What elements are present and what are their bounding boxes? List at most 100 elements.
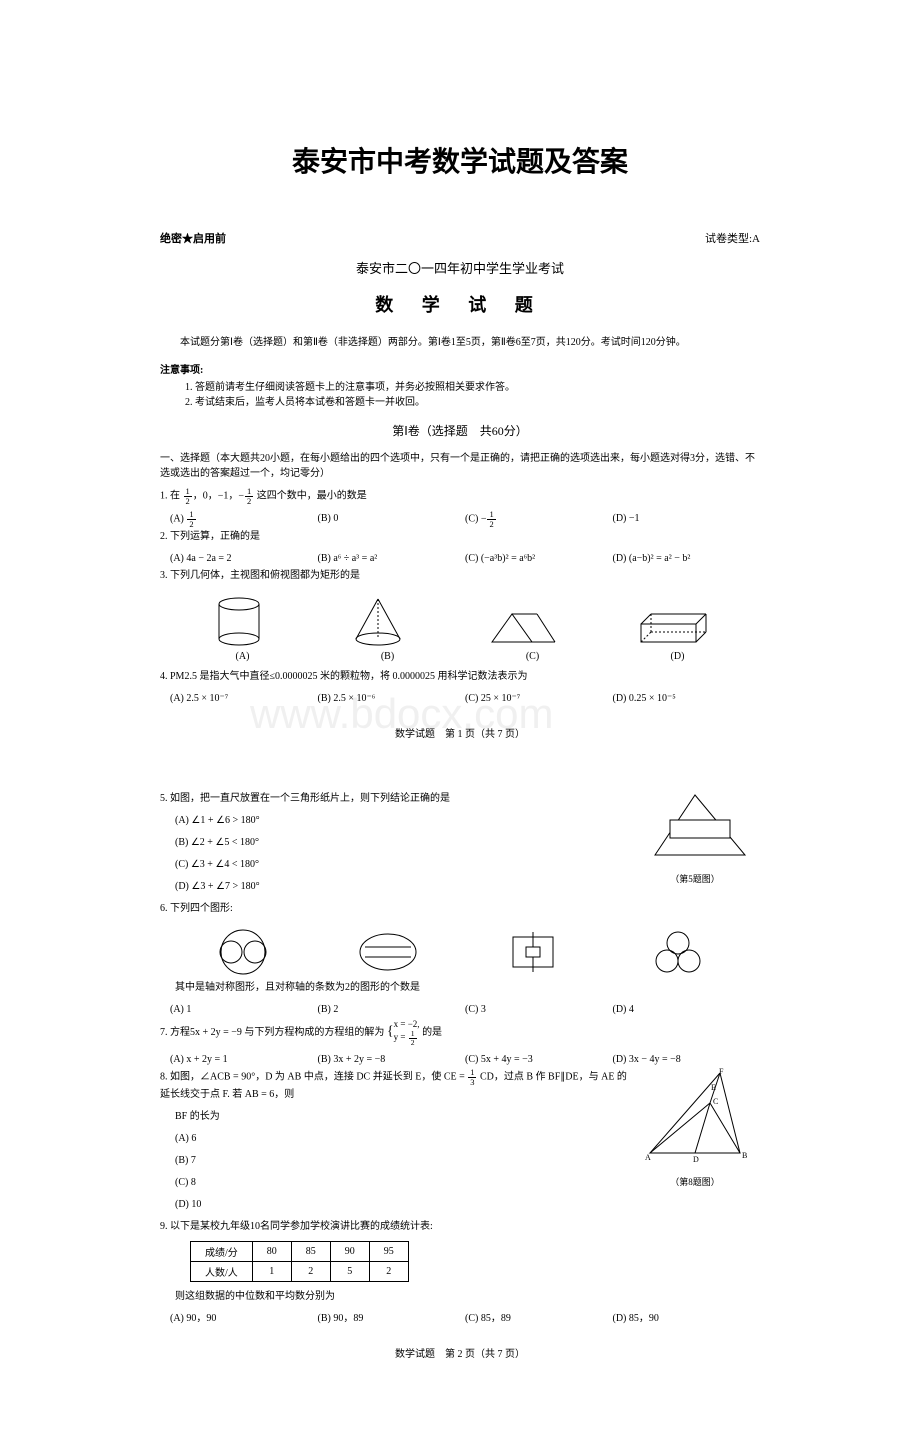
q3-label-a: (A) bbox=[170, 651, 315, 662]
section-1-title: 第Ⅰ卷（选择题 共60分） bbox=[160, 422, 760, 439]
cell: 1 bbox=[252, 1262, 291, 1282]
q8-c: (C) 8 bbox=[160, 1174, 630, 1191]
cell: 85 bbox=[291, 1242, 330, 1262]
q1-c: (C) −12 bbox=[465, 510, 613, 528]
q2: 2. 下列运算，正确的是 bbox=[160, 528, 760, 545]
cell: 80 bbox=[252, 1242, 291, 1262]
q1-b: (B) 0 bbox=[318, 510, 466, 528]
q7-prefix: 7. 方程5x + 2y = −9 与下列方程构成的方程组的解为 bbox=[160, 1027, 384, 1038]
q6: 6. 下列四个图形: bbox=[160, 900, 760, 917]
q1: 1. 在 12，0，−1，−12 这四个数中，最小的数是 bbox=[160, 487, 760, 505]
q7-suffix: 的是 bbox=[422, 1027, 442, 1038]
q9-table: 成绩/分 80 85 90 95 人数/人 1 2 5 2 bbox=[190, 1241, 409, 1282]
q8-a: (A) 6 bbox=[160, 1130, 630, 1147]
page-container: 泰安市中考数学试题及答案 绝密★启用前 试卷类型:A 泰安市二〇一四年初中学生学… bbox=[0, 0, 920, 1450]
q6-text2: 其中是轴对称图形，且对称轴的条数为2的图形的个数是 bbox=[160, 979, 760, 996]
q5-container: 5. 如图，把一直尺放置在一个三角形纸片上，则下列结论正确的是 (A) ∠1 +… bbox=[160, 790, 760, 900]
mc-header: 一、选择题（本大题共20小题，在每小题给出的四个选项中，只有一个是正确的，请把正… bbox=[160, 451, 760, 481]
q6-shape-3 bbox=[498, 927, 568, 977]
q7: 7. 方程5x + 2y = −9 与下列方程构成的方程组的解为 {x = −2… bbox=[160, 1019, 760, 1046]
q5-caption: （第5题图） bbox=[630, 872, 760, 885]
q9-c: (C) 85，89 bbox=[465, 1310, 613, 1327]
q1-a: (A) 12 bbox=[170, 510, 318, 528]
cell: 2 bbox=[369, 1262, 408, 1282]
table-row: 人数/人 1 2 5 2 bbox=[191, 1262, 409, 1282]
q1-suffix: 这四个数中，最小的数是 bbox=[257, 490, 367, 501]
q8-suffix: BF 的长为 bbox=[160, 1108, 630, 1125]
frac-half-neg: 12 bbox=[245, 487, 253, 505]
q8-d: (D) 10 bbox=[160, 1196, 630, 1213]
cone-shape bbox=[348, 594, 408, 649]
q5-a: (A) ∠1 + ∠6 > 180° bbox=[160, 812, 630, 829]
q3-labels: (A) (B) (C) (D) bbox=[160, 651, 760, 662]
q3-label-c: (C) bbox=[460, 651, 605, 662]
q4-options: (A) 2.5 × 10⁻⁷ (B) 2.5 × 10⁻⁶ (C) 25 × 1… bbox=[160, 690, 760, 707]
q3-label-b: (B) bbox=[315, 651, 460, 662]
th-score: 成绩/分 bbox=[191, 1242, 253, 1262]
table-row: 成绩/分 80 85 90 95 bbox=[191, 1242, 409, 1262]
q2-d: (D) (a−b)² = a² − b² bbox=[613, 550, 761, 567]
q4-c: (C) 25 × 10⁻⁷ bbox=[465, 690, 613, 707]
q1-options: (A) 12 (B) 0 (C) −12 (D) −1 bbox=[160, 510, 760, 528]
th-count: 人数/人 bbox=[191, 1262, 253, 1282]
q5-c: (C) ∠3 + ∠4 < 180° bbox=[160, 856, 630, 873]
q7-c: (C) 5x + 4y = −3 bbox=[465, 1051, 613, 1068]
notice-title: 注意事项: bbox=[160, 361, 760, 376]
q4-a: (A) 2.5 × 10⁻⁷ bbox=[170, 690, 318, 707]
frac-half: 12 bbox=[184, 487, 192, 505]
header-left: 绝密★启用前 bbox=[160, 230, 226, 246]
cell: 5 bbox=[330, 1262, 369, 1282]
notice-item-1: 1. 答题前请考生仔细阅读答题卡上的注意事项，并务必按照相关要求作答。 bbox=[160, 380, 760, 395]
q6-a: (A) 1 bbox=[170, 1001, 318, 1019]
q8-container: 8. 如图，∠ACB = 90°，D 为 AB 中点，连接 DC 并延长到 E，… bbox=[160, 1068, 760, 1218]
q9-b: (B) 90，89 bbox=[318, 1310, 466, 1327]
svg-text:A: A bbox=[645, 1153, 651, 1162]
q9-text2: 则这组数据的中位数和平均数分别为 bbox=[160, 1288, 760, 1305]
q1-d: (D) −1 bbox=[613, 510, 761, 528]
q7-d: (D) 3x − 4y = −8 bbox=[613, 1051, 761, 1068]
q8-caption: （第8题图） bbox=[630, 1175, 760, 1188]
q2-options: (A) 4a − 2a = 2 (B) a⁶ ÷ a³ = a² (C) (−a… bbox=[160, 550, 760, 567]
page-footer-2: 数学试题 第 2 页（共 7 页） bbox=[160, 1345, 760, 1360]
q5-d: (D) ∠3 + ∠7 > 180° bbox=[160, 878, 630, 895]
q4-d: (D) 0.25 × 10⁻⁵ bbox=[613, 690, 761, 707]
q6-d: (D) 4 bbox=[613, 1001, 761, 1019]
q2-c: (C) (−a³b)² = a⁶b² bbox=[465, 550, 613, 567]
q3: 3. 下列几何体，主视图和俯视图都为矩形的是 bbox=[160, 567, 760, 584]
q7-b: (B) 3x + 2y = −8 bbox=[318, 1051, 466, 1068]
q2-b: (B) a⁶ ÷ a³ = a² bbox=[318, 550, 466, 567]
header-row: 绝密★启用前 试卷类型:A bbox=[160, 230, 760, 246]
header-right: 试卷类型:A bbox=[705, 230, 760, 246]
sub-title: 泰安市二〇一四年初中学生学业考试 bbox=[160, 258, 760, 277]
svg-text:B: B bbox=[742, 1151, 747, 1160]
svg-text:E: E bbox=[711, 1083, 716, 1092]
cylinder-shape bbox=[209, 594, 269, 649]
notice-item-2: 2. 考试结束后，监考人员将本试卷和答题卡一并收回。 bbox=[160, 395, 760, 410]
q9-options: (A) 90，90 (B) 90，89 (C) 85，89 (D) 85，90 bbox=[160, 1310, 760, 1327]
q4-b: (B) 2.5 × 10⁻⁶ bbox=[318, 690, 466, 707]
q4: 4. PM2.5 是指大气中直径≤0.0000025 米的颗粒物，将 0.000… bbox=[160, 668, 760, 685]
exam-title: 数 学 试 题 bbox=[160, 291, 760, 317]
q8-prefix: 8. 如图，∠ACB = 90°，D 为 AB 中点，连接 DC 并延长到 E，… bbox=[160, 1072, 465, 1083]
q6-shape-1 bbox=[208, 927, 278, 977]
q8-figure-svg: A D B C E F bbox=[635, 1068, 755, 1168]
svg-text:D: D bbox=[693, 1155, 699, 1164]
cell: 95 bbox=[369, 1242, 408, 1262]
svg-text:F: F bbox=[719, 1068, 724, 1076]
svg-text:C: C bbox=[713, 1097, 718, 1106]
q9-d: (D) 85，90 bbox=[613, 1310, 761, 1327]
q6-shape-4 bbox=[643, 927, 713, 977]
q1-prefix: 1. 在 bbox=[160, 490, 180, 501]
q3-label-d: (D) bbox=[605, 651, 750, 662]
q6-c: (C) 3 bbox=[465, 1001, 613, 1019]
q6-shapes bbox=[160, 927, 760, 977]
q7-a: (A) x + 2y = 1 bbox=[170, 1051, 318, 1068]
cell: 2 bbox=[291, 1262, 330, 1282]
page-footer-1: 数学试题 第 1 页（共 7 页） bbox=[160, 725, 760, 740]
q5-figure-svg bbox=[635, 790, 755, 865]
main-title: 泰安市中考数学试题及答案 bbox=[160, 140, 760, 180]
q5: 5. 如图，把一直尺放置在一个三角形纸片上，则下列结论正确的是 bbox=[160, 790, 630, 807]
q6-b: (B) 2 bbox=[318, 1001, 466, 1019]
frac-third: 13 bbox=[468, 1068, 476, 1086]
intro-text: 本试题分第Ⅰ卷（选择题）和第Ⅱ卷（非选择题）两部分。第Ⅰ卷1至5页，第Ⅱ卷6至7… bbox=[160, 335, 760, 351]
